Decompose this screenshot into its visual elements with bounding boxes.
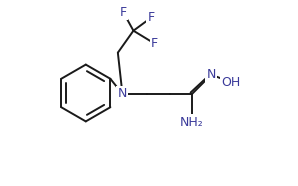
Text: OH: OH <box>221 76 240 89</box>
Text: F: F <box>147 11 154 24</box>
Text: N: N <box>118 87 127 100</box>
Text: F: F <box>151 37 158 50</box>
Text: F: F <box>120 6 127 19</box>
Text: NH₂: NH₂ <box>180 116 204 129</box>
Text: N: N <box>207 68 216 81</box>
